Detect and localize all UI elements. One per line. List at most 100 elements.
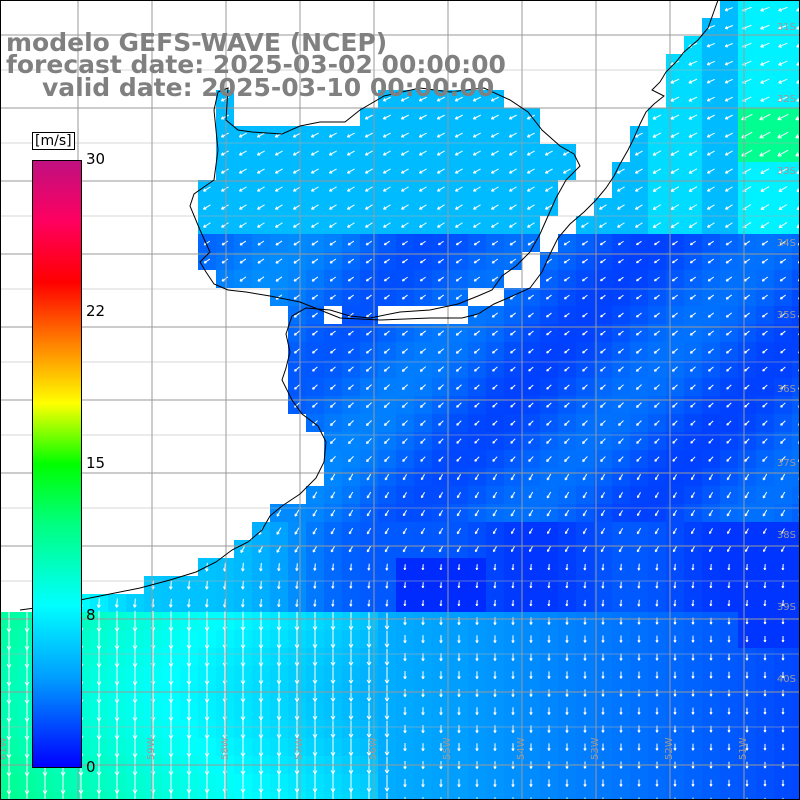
wind-arrow [455,366,462,372]
wind-arrow [725,240,733,246]
wind-arrow [707,276,715,282]
wind-arrow [328,168,337,174]
wind-arrow [762,366,768,372]
wind-arrow [777,149,789,157]
wind-arrow [330,648,336,666]
wind-arrow [546,402,552,408]
wind-arrow [347,402,354,408]
wind-arrow [239,222,247,228]
coastline [19,0,719,611]
wind-arrow [546,509,552,517]
wind-arrow [437,294,445,300]
wind-arrow [437,186,445,192]
wind-arrow [474,366,480,372]
wind-arrow [472,114,481,120]
wind-arrow [511,725,515,733]
wind-arrow [582,509,588,517]
wind-arrow [221,204,229,210]
wind-arrow [275,258,283,264]
wind-arrow [653,294,660,300]
wind-arrow [403,635,407,644]
wind-arrow [240,701,246,721]
wind-arrow [293,186,301,192]
wind-arrow [276,527,282,535]
wind-arrow [672,420,678,426]
wind-arrow [688,222,698,228]
wind-arrow [490,132,499,138]
wind-arrow [384,509,390,517]
wind-arrow [654,545,660,553]
colorbar-tick: 8 [86,606,96,624]
wind-arrow [456,384,462,390]
wind-arrow [438,492,443,499]
wind-arrow [691,707,695,715]
wind-arrow [726,420,732,426]
valid-date: valid date: 2025-03-10 00:00:00 [42,73,495,102]
wind-arrow [132,598,137,608]
wind-arrow [293,330,300,336]
wind-arrow [312,612,318,631]
wind-arrow [707,222,715,228]
wind-arrow [654,438,660,444]
wind-arrow [454,150,463,156]
wind-arrow [312,491,318,499]
wind-arrow [257,276,265,282]
wind-arrow [312,773,318,793]
wind-arrow [421,725,425,734]
wind-arrow [311,276,319,282]
wind-cell [684,792,702,800]
wind-arrow [294,348,300,354]
wind-arrow [547,564,551,571]
wind-arrow [366,294,372,300]
wind-arrow [331,563,335,571]
wind-arrow [564,546,569,553]
wind-arrow [313,599,317,607]
wind-arrow [636,474,641,481]
wind-arrow [744,509,750,517]
wind-arrow [275,240,283,246]
wind-arrow [744,456,750,462]
wind-arrow [617,222,625,228]
wind-arrow [510,420,516,426]
wind-arrow [383,366,390,372]
wind-arrow [690,366,696,372]
wind-arrow [635,204,643,210]
wind-arrow [421,564,425,571]
wind-arrow [365,240,373,246]
wind-arrow [708,420,714,426]
lon-label: 54W [516,737,527,760]
wind-arrow [762,473,768,481]
wind-cell [792,342,800,360]
wind-arrow [383,204,391,210]
wind-arrow [455,348,462,354]
wind-arrow [239,276,247,282]
wind-arrow [583,707,587,715]
wind-arrow [618,527,624,535]
wind-arrow [528,330,534,336]
wind-arrow [779,276,786,282]
wind-arrow [619,653,623,661]
wind-arrow [781,671,785,679]
lon-label: 61W [0,737,9,760]
wind-arrow [583,599,587,607]
wind-arrow [618,473,624,481]
wind-arrow [635,366,642,372]
wind-arrow [256,132,265,138]
wind-arrow [421,689,425,698]
wind-arrow [367,563,371,571]
wind-cell [792,702,800,720]
lon-label: 51W [738,737,749,760]
wind-arrow [403,689,407,698]
wind-arrow [744,330,750,336]
wind-arrow [330,348,336,354]
wind-arrow [8,789,10,800]
wind-cell [792,414,800,432]
wind-arrow [690,528,695,535]
wind-arrow [582,420,588,426]
wind-arrow [583,689,587,697]
wind-arrow [403,743,407,752]
wind-arrow [655,743,659,751]
wind-arrow [563,258,570,264]
wind-cell [792,18,800,36]
wind-arrow [310,168,319,174]
